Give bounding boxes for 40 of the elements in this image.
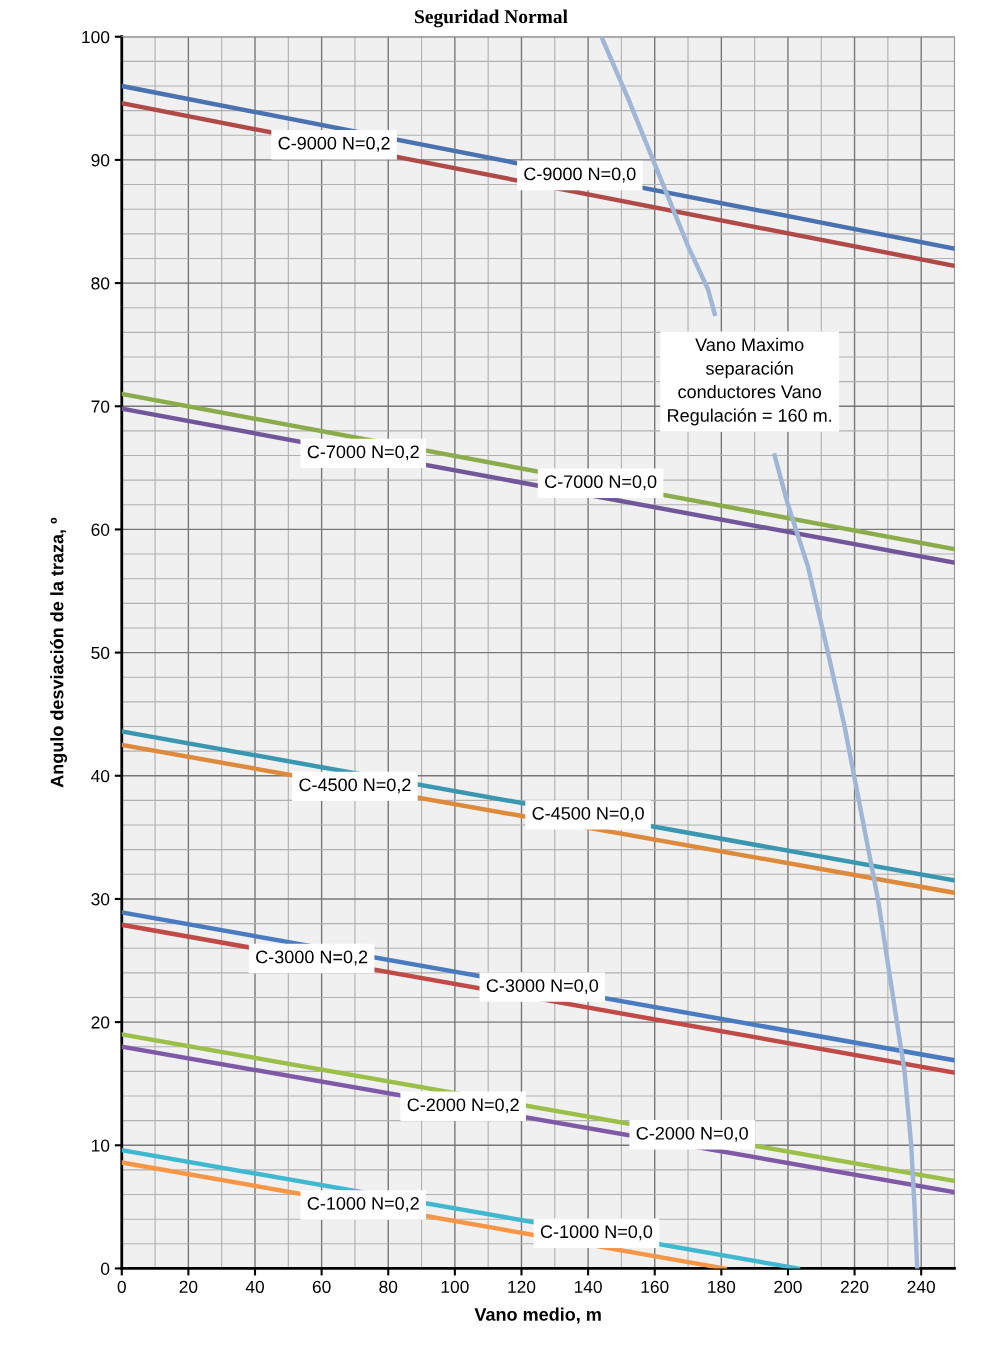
x-tick-label: 160: [641, 1280, 669, 1294]
y-tick-label: 20: [91, 1016, 110, 1029]
series-label: C-3000 N=0,0: [486, 979, 599, 995]
y-tick-label: 70: [91, 400, 110, 413]
x-tick-label: 20: [179, 1280, 198, 1294]
y-tick-label: 90: [91, 154, 110, 167]
x-tick-label: 100: [441, 1280, 469, 1294]
series-label: C-7000 N=0,2: [307, 445, 419, 461]
y-tick-label: 10: [91, 1139, 110, 1152]
series-label: C-2000 N=0,2: [407, 1098, 519, 1114]
x-axis-title: Vano medio, m: [474, 1307, 601, 1324]
x-tick-label: 120: [508, 1280, 536, 1294]
series-label: C-9000 N=0,2: [278, 136, 390, 152]
series-label: C-4500 N=0,0: [532, 806, 644, 822]
x-tick-label: 180: [708, 1280, 736, 1294]
x-tick-label: 60: [312, 1280, 331, 1294]
series-label: C-2000 N=0,0: [636, 1126, 748, 1142]
y-tick-label: 60: [91, 523, 110, 536]
y-tick-label: 0: [100, 1262, 110, 1275]
x-tick-label: 80: [379, 1280, 398, 1294]
series-label: C-7000 N=0,0: [545, 475, 657, 491]
x-tick-label: 200: [774, 1280, 802, 1294]
y-tick-label: 100: [82, 30, 110, 44]
x-tick-label: 220: [840, 1280, 869, 1294]
x-tick-label: 0: [117, 1280, 126, 1294]
chart-title: Seguridad Normal: [415, 9, 568, 28]
series-label: C-3000 N=0,2: [256, 950, 368, 966]
y-tick-label: 40: [91, 769, 110, 783]
x-tick-label: 240: [907, 1280, 935, 1294]
x-tick-label: 140: [574, 1280, 602, 1294]
series-label: C-9000 N=0,0: [524, 167, 636, 183]
series-label: C-4500 N=0,2: [299, 778, 411, 794]
series-label: C-1000 N=0,2: [307, 1197, 419, 1212]
y-tick-label: 80: [91, 277, 110, 290]
text: Vano Maximo separación conductores Vano Regulación = 160 m.: [668, 337, 832, 426]
x-tick-label: 40: [245, 1280, 264, 1294]
series-label: C-1000 N=0,0: [540, 1225, 653, 1241]
y-tick-label: 30: [91, 893, 110, 906]
y-axis-title: Angulo desviación de la traza, º: [50, 517, 68, 788]
y-tick-label: 50: [91, 646, 110, 660]
